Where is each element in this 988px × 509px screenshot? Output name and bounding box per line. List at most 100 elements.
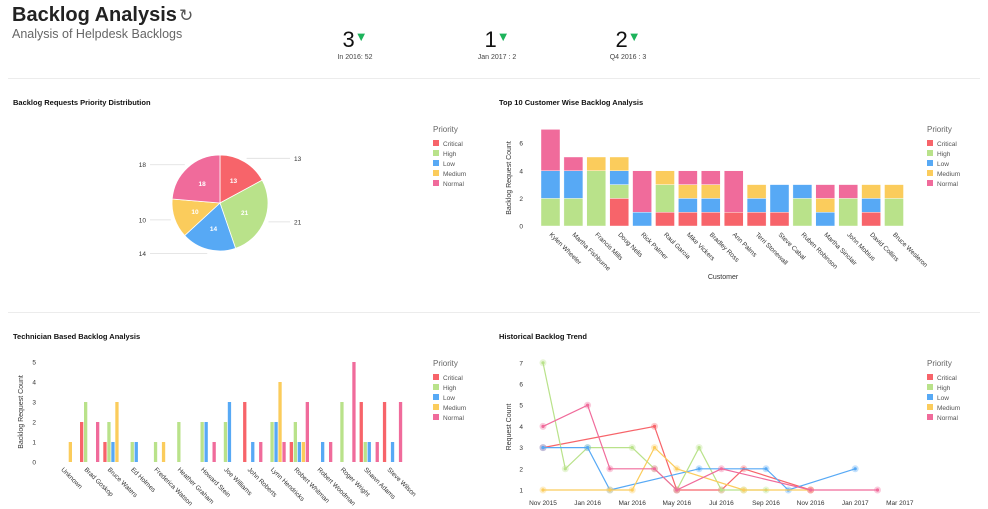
legend-swatch-high [433,150,439,156]
trend-point-low [697,467,701,471]
legend-swatch-low [927,160,933,166]
y-tick-label: 4 [519,168,523,175]
pie-slice-normal [171,154,221,204]
trend-point-high [719,488,724,492]
trend-point-medium [541,488,545,492]
bar-medium [701,184,721,199]
x-tick-label: Nov 2015 [529,500,557,507]
legend-title: Priority [433,125,458,134]
legend-title: Priority [927,125,952,134]
bar-high [293,422,297,462]
legend-swatch-high [927,384,933,390]
bar-medium [115,402,119,462]
pie-slice-label: 10 [191,209,199,216]
legend-label-critical: Critical [937,375,957,382]
legend-label-high: High [443,151,457,158]
legend-swatch-medium [433,170,439,176]
bar-medium [161,442,166,462]
bar-high [609,184,629,199]
y-tick-label: 5 [32,360,36,367]
legend-swatch-critical [433,140,439,146]
y-tick-label: 7 [519,360,523,367]
trend-point-low [586,446,590,450]
trend-point-normal [809,488,813,492]
trend-point-high [630,446,634,450]
bar-normal [815,184,835,199]
bar-high [884,198,904,227]
refresh-icon[interactable]: ↻ [179,6,194,25]
bar-medium [301,442,305,462]
bar-high [223,422,228,462]
bar-high [130,442,134,462]
legend-label-low: Low [937,395,949,402]
x-axis-label: Customer [708,274,739,281]
legend-label-low: Low [937,161,949,168]
trend-line-normal [542,404,878,491]
bar-high [107,422,111,462]
bar-critical [243,402,247,462]
trend-point-high [697,446,701,450]
trend-point-low [541,446,545,450]
legend-swatch-critical [927,140,933,146]
trend-point-high [541,361,545,365]
bar-high [540,198,561,227]
bar-normal [282,442,286,462]
bar-normal [540,129,561,171]
bar-normal [632,170,652,213]
trend-down-icon: ▼ [496,29,510,44]
y-tick-label: 2 [519,196,523,203]
page-title: Backlog Analysis [12,4,177,26]
legend-label-low: Low [443,161,455,168]
bar-high [792,198,813,227]
bar-low [274,422,278,462]
trend-point-normal [586,403,590,407]
pie-slice-low [184,202,237,252]
y-tick-label: 6 [519,382,523,389]
trend-point-medium [608,488,612,492]
bar-high [153,442,158,462]
legend-swatch-high [927,150,933,156]
legend-swatch-normal [927,414,933,420]
pie-outer-label: 13 [294,156,302,163]
pie-slice-label: 13 [230,178,238,185]
header-divider [8,78,980,79]
trend-point-high [563,467,567,471]
panel-title-technician: Technician Based Backlog Analysis [13,332,141,341]
kpi-3: 2▼ Q4 2016 : 3 [573,27,683,61]
bar-medium [884,184,904,199]
bar-critical [769,211,790,227]
bar-normal [259,442,263,462]
legend-swatch-low [927,394,933,400]
bar-normal [701,170,721,185]
bar-normal [678,170,698,185]
legend-label-critical: Critical [443,375,463,382]
y-tick-label: 2 [519,466,523,473]
panel-title-customer: Top 10 Customer Wise Backlog Analysis [499,98,644,107]
kpi-caption: Jan 2017 : 2 [477,54,517,61]
y-axis-label: Request Count [506,404,513,451]
bar-low [367,442,371,462]
legend-label-normal: Normal [937,181,959,188]
legend-label-high: High [443,385,457,392]
legend-swatch-normal [433,414,439,420]
y-axis-label: Backlog Request Count [18,375,25,449]
bar-high [200,422,204,462]
pie-outer-label: 18 [139,162,147,169]
pie-slice-label: 21 [241,210,249,217]
bar-medium [278,382,282,462]
bar-high [270,422,274,462]
y-tick-label: 4 [519,424,523,431]
bar-critical [103,442,107,462]
x-tick-label: Mar 2017 [886,500,914,507]
legend-label-critical: Critical [937,141,957,148]
bar-normal [96,422,100,462]
bar-medium [68,442,72,462]
x-tick-label: Nov 2016 [797,500,825,507]
bar-high [340,402,344,462]
bar-medium [609,156,629,172]
bar-low [390,442,395,462]
y-tick-label: 0 [519,224,523,231]
bar-low [746,198,767,213]
bar-critical [746,211,767,227]
